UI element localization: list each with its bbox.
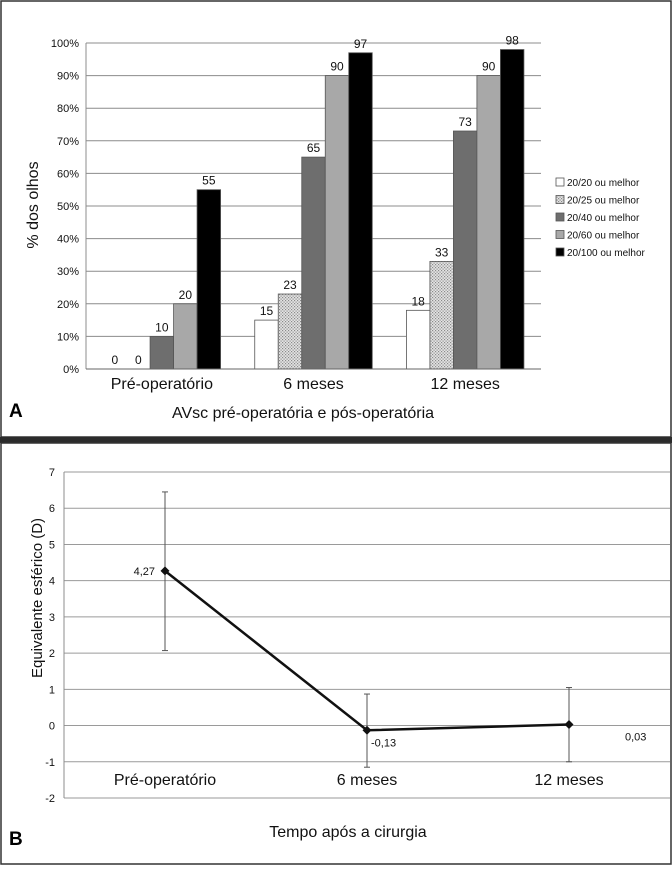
panel-a-x-ticks: Pré-operatório 6 meses 12 meses [86,368,541,393]
x-tick-label: 12 meses [534,772,603,789]
data-label: 90 [482,60,496,74]
data-label: 18 [411,294,425,308]
panel-b-series [160,566,574,735]
legend-label: 20/60 ou melhor [567,231,640,242]
data-label: 0 [111,353,118,367]
y-tick-label: -2 [45,793,55,805]
y-tick-label: 30% [57,266,79,278]
panel-a-data-labels: 0 0 10 20 55 15 23 65 90 97 18 33 73 90 98 [111,34,519,367]
legend-label: 20/40 ou melhor [567,213,640,224]
bar-20-60-ou-melhor-6-meses [324,75,350,370]
y-tick-label: 100% [51,38,79,50]
legend-swatch-20-100-ou-melhor [555,247,565,257]
y-tick-label: 0% [63,364,79,376]
y-tick-label: 90% [57,71,79,83]
panel-b: -2 -1 0 1 2 3 4 5 6 7 4,27 -0,13 0,03 Pré-operatóri… [0,442,672,865]
y-tick-label: 50% [57,201,79,213]
legend-swatch-20-20-ou-melhor [555,177,565,187]
x-tick-label: 6 meses [337,772,397,789]
legend-swatch-20-40-ou-melhor [555,212,565,222]
panel-b-y-axis-label: Equivalente esférico (D) [29,518,46,678]
y-tick-label: 6 [49,503,55,515]
bar-20-40-ou-melhor-pre-operatorio [149,335,174,370]
y-tick-label: 20% [57,299,79,311]
y-tick-label: 2 [49,648,55,660]
y-tick-label: 10% [57,331,79,343]
y-tick-label: 40% [57,234,79,246]
data-label: 90 [330,60,344,74]
bar-20-100-ou-melhor-pre-operatorio [196,189,221,370]
data-label: 55 [202,174,216,188]
bar-20-60-ou-melhor-pre-operatorio [173,303,198,370]
legend-swatch-20-60-ou-melhor [555,230,565,239]
legend-label: 20/25 ou melhor [567,196,640,207]
panel-a-x-axis-label: AVsc pré-operatória e pós-operatória [172,405,434,422]
data-label: 98 [505,34,519,48]
y-tick-label: 80% [57,103,79,115]
x-tick-label: Pré-operatório [114,772,216,789]
panel-b-x-ticks: Pré-operatório 6 meses 12 meses [114,772,604,789]
y-tick-label: 3 [49,612,55,624]
panel-b-x-axis-label: Tempo após a cirurgia [269,824,427,841]
legend-swatch-20-25-ou-melhor [555,195,565,204]
data-point [564,719,574,729]
data-label: 23 [283,278,297,292]
bar-20-25-ou-melhor-6-meses [277,293,303,370]
legend-label: 20/100 ou melhor [567,248,646,259]
x-tick-label: 6 meses [283,376,343,393]
data-label: 20 [179,288,193,302]
x-tick-label: 12 meses [430,376,499,393]
bar-20-100-ou-melhor-6-meses [348,52,373,370]
bar-20-40-ou-melhor-6-meses [301,156,326,370]
y-tick-label: 5 [49,539,55,551]
bar-20-100-ou-melhor-12-meses [500,49,525,370]
panel-a-bars [149,49,525,370]
data-label: 0 [135,353,142,367]
panel-b-letter: B [9,829,23,850]
bar-20-20-ou-melhor-12-meses [406,309,431,370]
x-tick-label: Pré-operatório [111,376,213,393]
data-label: 73 [458,115,472,129]
data-label: 97 [354,37,368,51]
data-label: -0,13 [371,737,396,749]
data-label: 10 [155,320,169,334]
data-label: 4,27 [134,566,155,578]
legend-label: 20/20 ou melhor [567,178,640,189]
data-point [160,566,170,576]
panel-a-y-ticks: 0% 10% 20% 30% 40% 50% 60% 70% 80% 90% 100% [51,38,79,376]
bar-20-60-ou-melhor-12-meses [476,75,501,370]
bar-20-40-ou-melhor-12-meses [453,130,478,370]
data-label: 0,03 [625,731,646,743]
panel-a-letter: A [9,401,23,422]
y-tick-label: -1 [45,757,55,769]
y-tick-label: 70% [57,136,79,148]
y-tick-label: 1 [49,684,55,696]
panel-a: 0% 10% 20% 30% 40% 50% 60% 70% 80% 90% 100% 0 0 10 20… [0,0,672,438]
panel-divider [0,437,672,443]
panel-a-y-axis-label: % dos olhos [25,161,42,248]
data-label: 15 [260,304,274,318]
y-tick-label: 60% [57,168,79,180]
panel-b-data-labels: 4,27 -0,13 0,03 [134,566,647,749]
data-point [362,725,372,735]
y-tick-label: 4 [49,576,55,588]
bar-20-25-ou-melhor-12-meses [429,261,454,370]
data-label: 33 [435,245,449,259]
bar-20-20-ou-melhor-6-meses [254,319,279,370]
data-label: 65 [307,141,321,155]
y-tick-label: 0 [49,721,55,733]
panel-b-y-ticks: -2 -1 0 1 2 3 4 5 6 7 [45,467,55,805]
legend: 20/20 ou melhor 20/25 ou melhor 20/40 ou m… [555,177,646,259]
y-tick-label: 7 [49,467,55,479]
